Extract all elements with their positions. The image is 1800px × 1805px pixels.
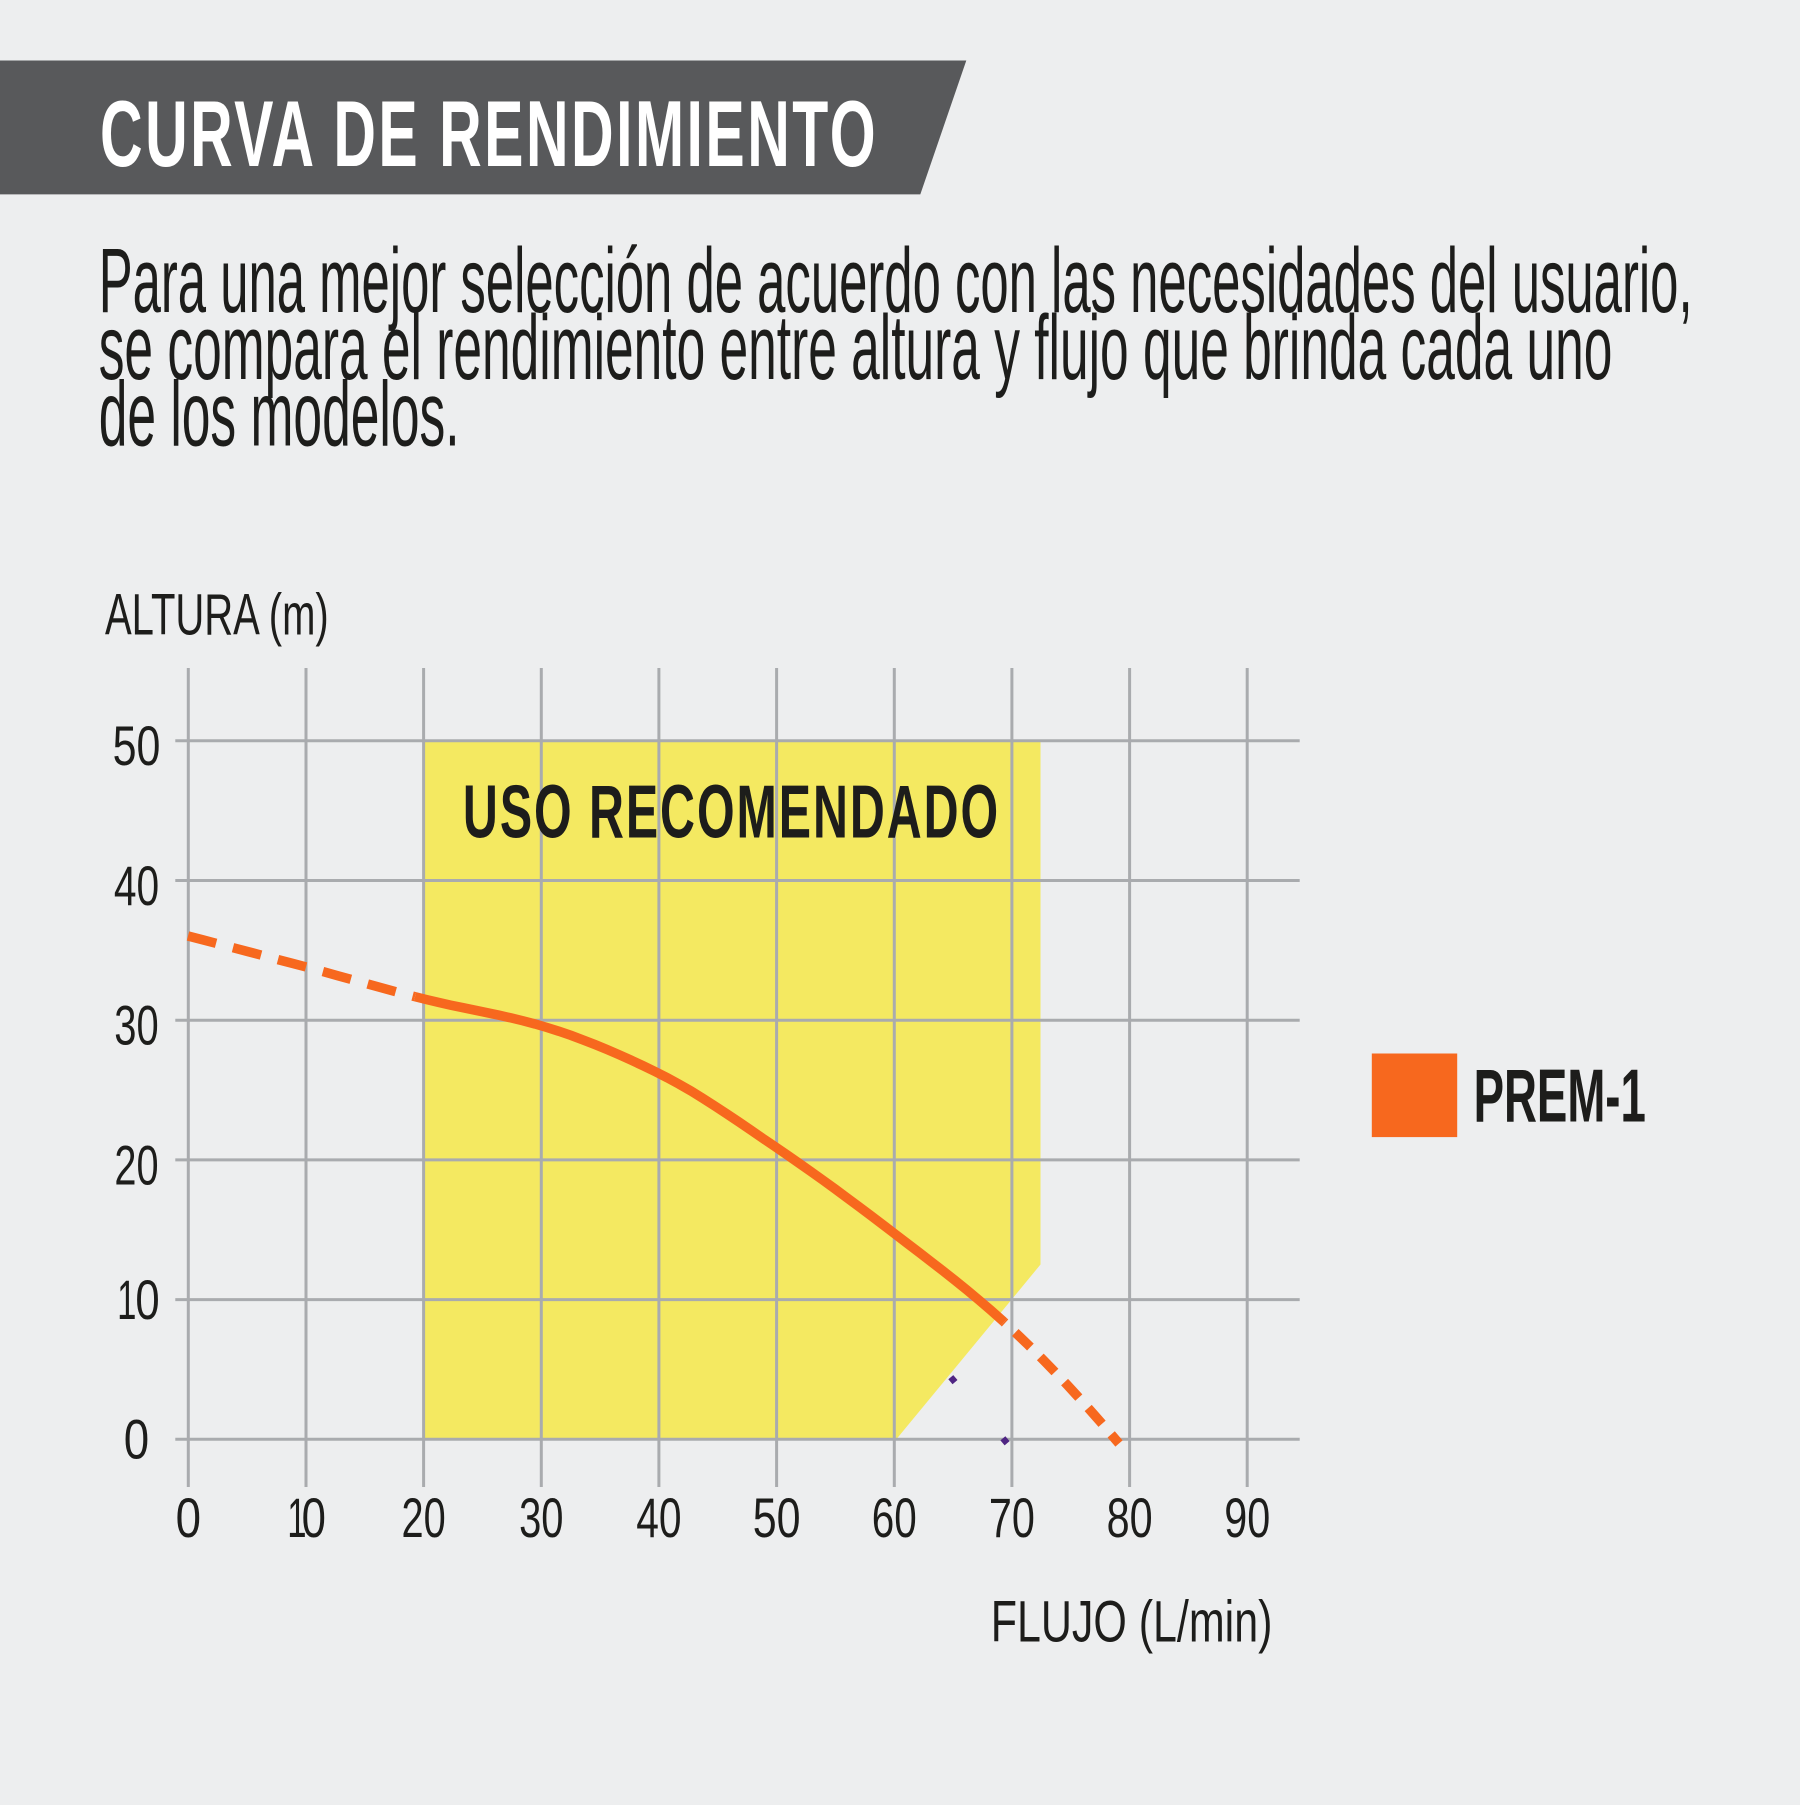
- svg-text:0: 0: [124, 1408, 149, 1470]
- svg-text:PREM-1: PREM-1: [1474, 1055, 1646, 1138]
- svg-text:USO RECOMENDADO: USO RECOMENDADO: [463, 771, 1000, 854]
- svg-text:0: 0: [302, 1487, 326, 1549]
- svg-text:Para una mejor selección de ac: Para una mejor selección de acuerdo con …: [99, 229, 1693, 332]
- svg-text:1: 1: [287, 1487, 306, 1550]
- svg-text:30: 30: [519, 1487, 563, 1549]
- svg-text:0: 0: [135, 1269, 159, 1331]
- svg-text:se compara el rendimiento entr: se compara el rendimiento entre altura y…: [99, 296, 1613, 398]
- svg-text:FLUJO (L/min): FLUJO (L/min): [991, 1589, 1273, 1654]
- svg-text:50: 50: [753, 1487, 801, 1550]
- svg-text:CURVA DE RENDIMIENTO: CURVA DE RENDIMIENTO: [100, 81, 878, 186]
- svg-text:20: 20: [114, 1135, 158, 1197]
- svg-text:40: 40: [636, 1488, 681, 1550]
- svg-text:80: 80: [1107, 1487, 1153, 1550]
- svg-text:0: 0: [176, 1487, 201, 1549]
- svg-text:ALTURA (m): ALTURA (m): [105, 582, 329, 647]
- svg-text:30: 30: [114, 995, 158, 1057]
- svg-text:90: 90: [1224, 1487, 1270, 1550]
- svg-text:1: 1: [117, 1269, 136, 1332]
- svg-text:20: 20: [402, 1487, 446, 1549]
- svg-text:50: 50: [113, 715, 161, 778]
- svg-text:40: 40: [114, 856, 159, 918]
- svg-text:de los modelos.: de los modelos.: [99, 363, 460, 465]
- svg-text:60: 60: [872, 1488, 917, 1550]
- svg-text:70: 70: [989, 1487, 1035, 1550]
